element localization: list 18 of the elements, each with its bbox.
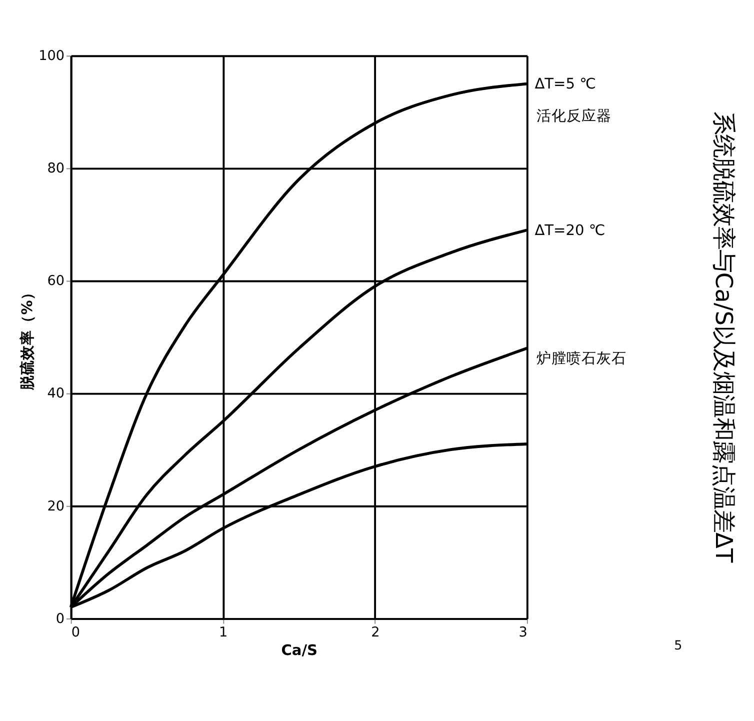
x-tick-label: 2 [371, 624, 380, 640]
text: 活化反应器 [536, 108, 612, 125]
y-tick-label: 40 [47, 386, 65, 402]
y-tick-label: 100 [38, 48, 65, 64]
y-tick-label: 0 [56, 610, 65, 627]
y-tick-label: 20 [47, 498, 65, 514]
y-tick-label: 60 [47, 273, 65, 290]
y-axis-title: 脱硫效率（%） [18, 285, 36, 391]
series-label: ΔT=20 ℃ [534, 222, 606, 239]
y-tick-label: 80 [47, 160, 65, 177]
x-tick-label: 0 [71, 624, 80, 640]
text: 5 [674, 638, 682, 653]
x-tick-label: 3 [518, 624, 528, 640]
text: 系统脱硫效率与Ca/S以及烟温和露点温差ΔT [710, 111, 738, 564]
x-axis-title: Ca/S [281, 642, 318, 659]
x-tick-label: 1 [219, 624, 228, 640]
text: 炉膛喷石灰石 [536, 350, 627, 368]
series-label: ΔT=5 ℃ [534, 76, 596, 93]
